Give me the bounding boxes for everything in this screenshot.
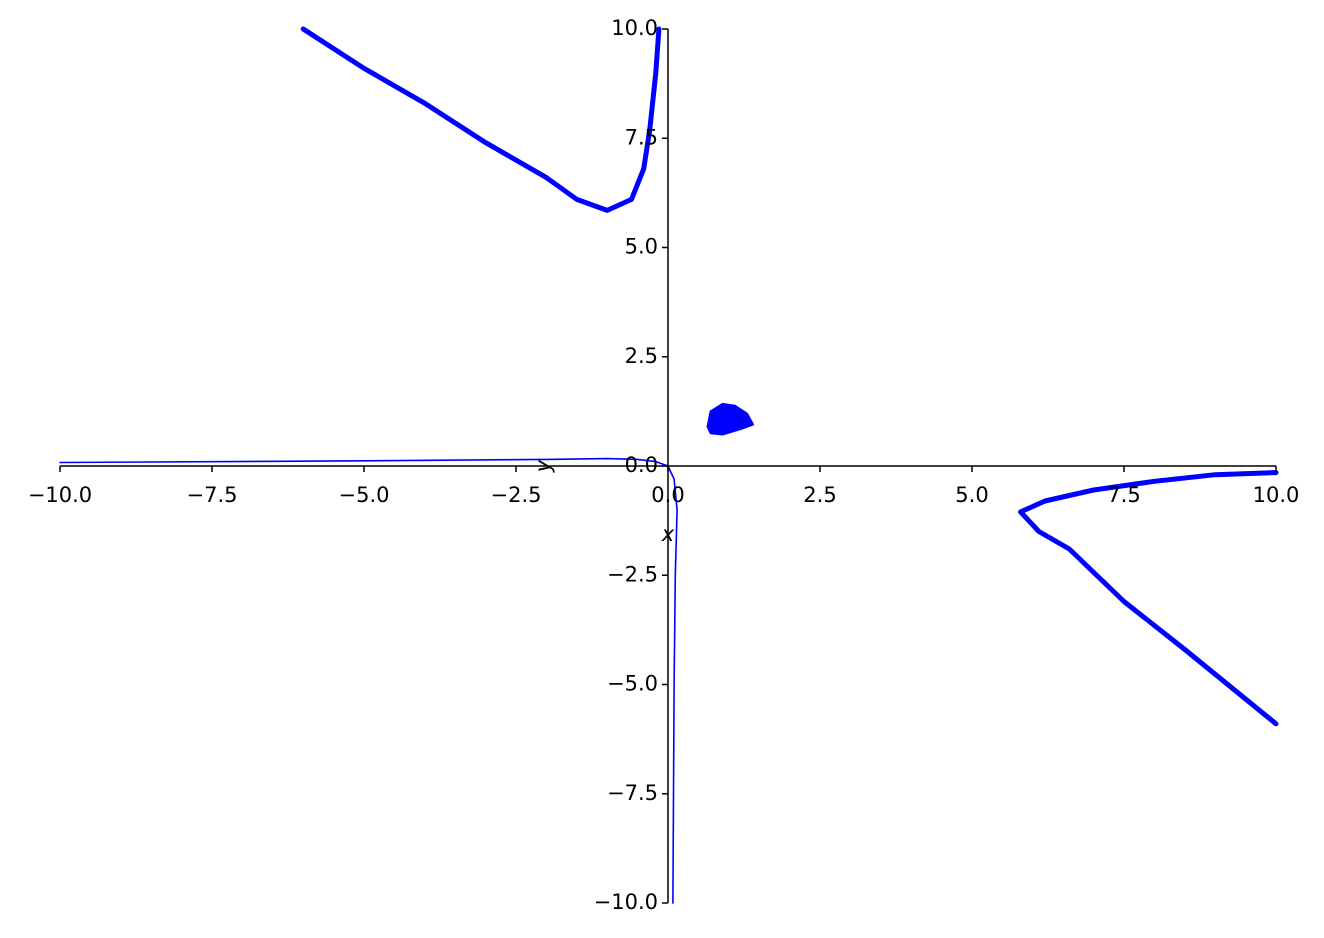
y-axis-label: y — [531, 459, 555, 473]
y-tick-label: 5.0 — [625, 235, 658, 259]
y-tick-label: −2.5 — [607, 562, 658, 586]
x-tick-label: −7.5 — [187, 483, 238, 507]
x-tick-label: −5.0 — [339, 483, 390, 507]
x-tick-label: 2.5 — [803, 483, 836, 507]
y-tick-label: −5.0 — [607, 672, 658, 696]
y-tick-label: 2.5 — [625, 344, 658, 368]
x-tick-label: 0.0 — [651, 483, 684, 507]
x-axis-label: x — [661, 522, 675, 546]
x-tick-label: 7.5 — [1107, 483, 1140, 507]
y-tick-label: 0.0 — [625, 453, 658, 477]
x-tick-label: 10.0 — [1253, 483, 1300, 507]
region — [706, 402, 755, 436]
y-tick-label: 7.5 — [625, 125, 658, 149]
curve — [59, 457, 678, 904]
y-tick-label: −7.5 — [607, 781, 658, 805]
y-tick-label: 10.0 — [611, 16, 658, 40]
y-tick-label: −10.0 — [594, 890, 658, 914]
x-tick-label: −2.5 — [491, 483, 542, 507]
curve — [300, 26, 662, 213]
x-tick-label: −10.0 — [28, 483, 92, 507]
curve — [1018, 470, 1279, 727]
x-tick-label: 5.0 — [955, 483, 988, 507]
